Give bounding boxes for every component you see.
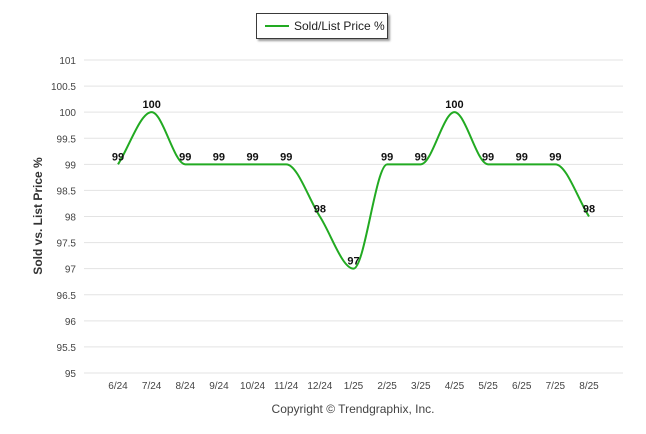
y-tick-label: 100 bbox=[59, 108, 76, 119]
x-tick-label: 8/24 bbox=[176, 381, 196, 392]
data-label: 100 bbox=[142, 99, 160, 111]
data-label: 100 bbox=[445, 99, 463, 111]
y-tick-label: 97 bbox=[65, 265, 77, 276]
x-tick-label: 3/25 bbox=[411, 381, 431, 392]
data-label: 99 bbox=[549, 151, 561, 163]
data-label: 99 bbox=[280, 151, 292, 163]
y-tick-label: 95.5 bbox=[57, 343, 77, 354]
data-label: 99 bbox=[415, 151, 427, 163]
legend-label: Sold/List Price % bbox=[294, 19, 385, 33]
data-label: 99 bbox=[381, 151, 393, 163]
y-tick-label: 101 bbox=[59, 56, 76, 67]
y-tick-label: 98.5 bbox=[57, 186, 77, 197]
x-axis-ticks: 6/24 7/24 8/24 9/24 10/24 11/24 12/24 1/25 2/25 3… bbox=[108, 381, 599, 392]
data-label: 99 bbox=[482, 151, 494, 163]
y-tick-label: 100.5 bbox=[51, 82, 76, 93]
data-label: 98 bbox=[314, 204, 326, 216]
x-tick-label: 12/24 bbox=[307, 381, 332, 392]
x-tick-label: 10/24 bbox=[240, 381, 265, 392]
legend: Sold/List Price % bbox=[256, 13, 388, 39]
x-tick-label: 9/24 bbox=[209, 381, 229, 392]
y-axis-ticks: 95 95.5 96 96.5 97 97.5 98 98.5 99 99.5 100 100.5 10… bbox=[51, 56, 76, 380]
y-tick-label: 97.5 bbox=[57, 239, 77, 250]
x-tick-label: 8/25 bbox=[579, 381, 599, 392]
data-label: 98 bbox=[583, 204, 595, 216]
y-tick-label: 98 bbox=[65, 213, 77, 224]
x-tick-label: 6/25 bbox=[512, 381, 532, 392]
data-label: 99 bbox=[179, 151, 191, 163]
y-tick-label: 96.5 bbox=[57, 291, 77, 302]
y-tick-label: 96 bbox=[65, 317, 77, 328]
y-tick-label: 99 bbox=[65, 160, 77, 171]
legend-swatch bbox=[265, 25, 289, 27]
x-tick-label: 5/25 bbox=[478, 381, 498, 392]
data-label: 97 bbox=[347, 256, 359, 268]
x-tick-label: 7/24 bbox=[142, 381, 162, 392]
x-tick-label: 7/25 bbox=[546, 381, 566, 392]
data-label: 99 bbox=[112, 151, 124, 163]
x-tick-label: 2/25 bbox=[377, 381, 397, 392]
grid-lines bbox=[84, 59, 623, 374]
series-line bbox=[117, 111, 590, 270]
copyright-text: Copyright © Trendgraphix, Inc. bbox=[271, 402, 435, 416]
data-labels: 99 100 99 99 99 99 98 97 99 99 100 99 99 99 98 bbox=[112, 99, 595, 268]
y-tick-label: 99.5 bbox=[57, 134, 77, 145]
y-axis-label: Sold vs. List Price % bbox=[31, 157, 45, 275]
x-tick-label: 4/25 bbox=[445, 381, 465, 392]
x-tick-label: 1/25 bbox=[344, 381, 364, 392]
y-tick-label: 95 bbox=[65, 369, 77, 380]
data-label: 99 bbox=[516, 151, 528, 163]
data-label: 99 bbox=[213, 151, 225, 163]
x-tick-label: 6/24 bbox=[108, 381, 128, 392]
x-tick-label: 11/24 bbox=[274, 381, 299, 392]
data-label: 99 bbox=[246, 151, 258, 163]
series-group bbox=[117, 111, 590, 270]
